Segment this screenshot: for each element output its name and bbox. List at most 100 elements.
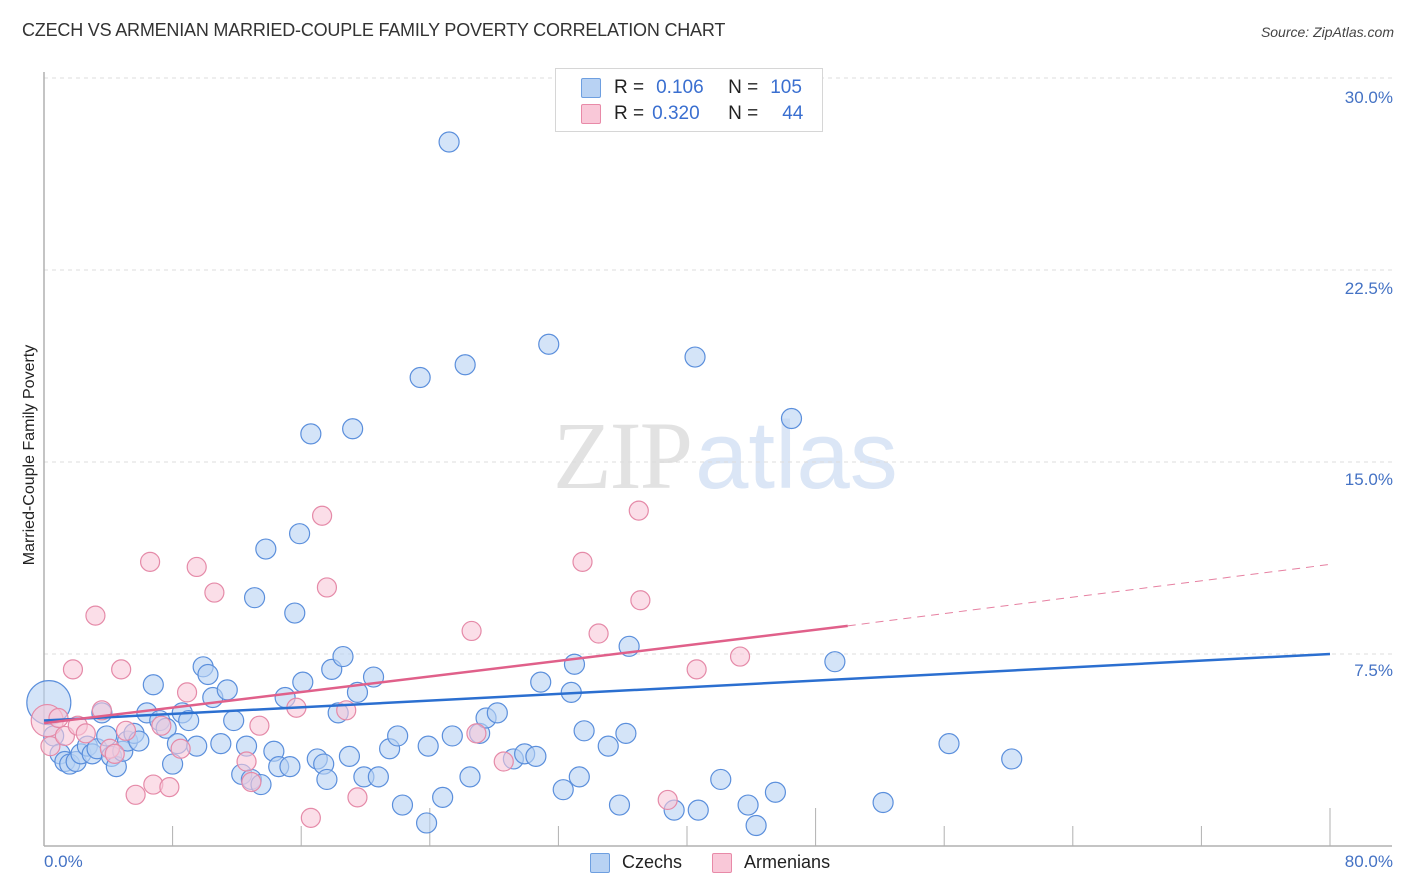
czech-point bbox=[417, 735, 439, 757]
armenian-point bbox=[729, 646, 751, 667]
czech-point bbox=[441, 725, 463, 747]
r-label: R = bbox=[614, 103, 645, 124]
armenian-point bbox=[85, 605, 106, 626]
czech-point bbox=[332, 645, 354, 668]
czech-point bbox=[745, 814, 767, 837]
chart-title: CZECH VS ARMENIAN MARRIED-COUPLE FAMILY … bbox=[22, 20, 726, 40]
armenian-point bbox=[630, 590, 651, 611]
armenian-point bbox=[151, 715, 172, 736]
legend-item-armenians[interactable]: Armenians bbox=[712, 852, 830, 873]
czech-point bbox=[300, 423, 322, 445]
czech-point bbox=[552, 779, 574, 801]
czech-point bbox=[255, 538, 277, 560]
armenian-point bbox=[241, 771, 262, 793]
n-label: N = bbox=[728, 77, 759, 98]
czech-point bbox=[142, 674, 164, 696]
czech-point bbox=[438, 131, 460, 153]
czech-point bbox=[573, 720, 595, 742]
czech-point bbox=[279, 756, 301, 778]
czech-point bbox=[824, 651, 846, 673]
czech-point bbox=[409, 366, 431, 389]
armenian-point bbox=[657, 789, 678, 811]
armenian-point bbox=[686, 659, 707, 680]
armenian-point bbox=[62, 659, 84, 680]
czech-point bbox=[454, 354, 476, 376]
czech-point bbox=[216, 679, 238, 701]
armenian-point bbox=[125, 784, 146, 805]
czech-point bbox=[292, 671, 314, 693]
czech-point bbox=[597, 735, 619, 757]
czech-point bbox=[316, 768, 338, 791]
czech-point bbox=[178, 709, 200, 732]
y-tick-30: 30.0% bbox=[1344, 88, 1393, 107]
r-value-armenians: 0.320 bbox=[652, 103, 700, 124]
armenian-point bbox=[75, 723, 96, 744]
czech-point bbox=[615, 722, 637, 744]
armenian-point bbox=[111, 659, 132, 680]
czech-point bbox=[284, 602, 306, 624]
czech-point bbox=[338, 745, 361, 768]
armenian-point bbox=[347, 787, 368, 808]
armenian-point bbox=[104, 743, 125, 764]
armenian-point bbox=[159, 777, 180, 798]
armenian-point bbox=[493, 751, 514, 772]
armenian-point bbox=[170, 738, 191, 759]
r-label: R = bbox=[614, 77, 645, 98]
armenian-point bbox=[204, 582, 225, 603]
armenian-point bbox=[588, 623, 609, 644]
czech-point bbox=[342, 418, 364, 440]
czech-point bbox=[530, 671, 552, 693]
czech-point bbox=[1001, 748, 1023, 770]
armenians-legend-swatch-icon bbox=[712, 852, 733, 873]
czech-point bbox=[710, 768, 732, 791]
czech-point bbox=[608, 794, 631, 816]
armenian-point bbox=[316, 577, 338, 598]
armenians-swatch-icon bbox=[581, 104, 601, 124]
czech-point bbox=[223, 709, 245, 732]
source-label: Source: ZipAtlas.com bbox=[1260, 24, 1394, 40]
czech-point bbox=[764, 781, 787, 803]
czech-point bbox=[210, 732, 232, 755]
czech-point bbox=[415, 812, 438, 834]
czechs-legend-swatch-icon bbox=[590, 852, 610, 873]
armenian-point bbox=[572, 551, 593, 572]
stats-legend: R = 0.106 N = 105 R = 0.320 N = 44 bbox=[555, 68, 823, 132]
czech-point bbox=[872, 791, 894, 814]
n-value-armenians: 44 bbox=[782, 103, 804, 124]
armenian-point bbox=[249, 715, 270, 736]
n-value-czechs: 105 bbox=[770, 77, 802, 98]
x-tick-80: 80.0% bbox=[1344, 852, 1393, 871]
czechs-swatch-icon bbox=[581, 78, 601, 98]
y-tick-7-5: 7.5% bbox=[1354, 661, 1393, 680]
series-legend: Czechs Armenians bbox=[590, 852, 860, 873]
czech-point bbox=[243, 587, 266, 609]
czech-point bbox=[288, 523, 311, 545]
armenian-point bbox=[300, 807, 321, 828]
czech-point bbox=[432, 786, 454, 808]
armenian-point bbox=[461, 620, 482, 642]
legend-row-armenians: R = 0.320 N = 44 bbox=[581, 102, 803, 126]
legend-row-czechs: R = 0.106 N = 105 bbox=[581, 76, 802, 100]
czech-point bbox=[737, 794, 759, 816]
n-label: N = bbox=[728, 103, 759, 124]
czech-point bbox=[780, 407, 803, 430]
armenian-point bbox=[40, 736, 61, 757]
czech-point bbox=[525, 745, 547, 768]
legend-item-czechs[interactable]: Czechs bbox=[590, 852, 682, 873]
czech-point bbox=[568, 766, 590, 788]
czech-point bbox=[538, 333, 560, 355]
armenian-point bbox=[186, 556, 207, 578]
legend-label-armenians: Armenians bbox=[744, 852, 831, 872]
r-value-czechs: 0.106 bbox=[656, 77, 704, 98]
x-tick-0: 0.0% bbox=[44, 852, 83, 871]
y-axis-label: Married-Couple Family Poverty bbox=[21, 344, 38, 566]
watermark: ZIPatlas bbox=[553, 400, 898, 511]
czech-point bbox=[346, 681, 369, 704]
armenian-trend-line bbox=[43, 624, 848, 725]
y-tick-22-5: 22.5% bbox=[1344, 279, 1393, 298]
armenian-point bbox=[139, 551, 161, 572]
watermark-zip: ZIP bbox=[553, 402, 693, 509]
czech-point bbox=[367, 766, 389, 788]
czech-point bbox=[684, 346, 706, 368]
